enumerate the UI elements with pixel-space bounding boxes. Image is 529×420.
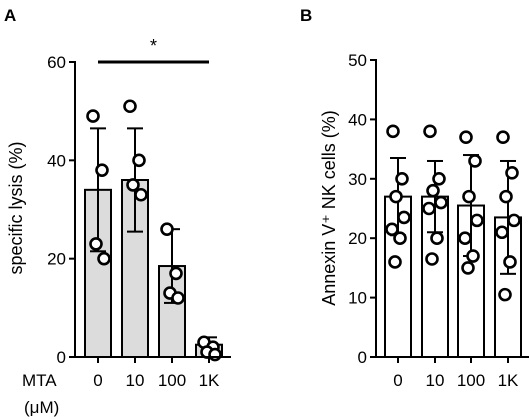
panel-b-letter: B [300, 6, 312, 25]
data-point-a-0 [86, 109, 100, 123]
data-point-b-10 [430, 231, 444, 245]
data-point-a-10 [132, 153, 146, 168]
x-tick-label-b: 100 [457, 371, 485, 390]
data-point-b-100 [462, 189, 476, 204]
data-point-b-0 [385, 222, 399, 237]
panel-a: A 0 20 40 60 0 10 100 1K specific lysis (%) MT… [4, 6, 231, 417]
data-point-a-100 [169, 266, 183, 281]
data-point-b-10 [426, 183, 440, 198]
data-point-b-1K [499, 189, 513, 204]
y-tick-label-b: 10 [348, 289, 367, 308]
y-tick-label-b: 50 [348, 51, 367, 70]
panel-b: B 0 10 20 30 40 50 0 10 100 1K Annexin V⁺ NK cel… [300, 6, 529, 390]
x-tick-label-a: 100 [158, 371, 186, 390]
data-point-a-10 [123, 99, 137, 114]
data-point-a-100 [171, 291, 185, 305]
data-point-b-1K [503, 255, 517, 269]
data-point-b-0 [389, 189, 403, 204]
data-point-b-1K [507, 213, 521, 228]
y-tick-label-a: 40 [47, 151, 66, 170]
data-point-a-10 [126, 178, 140, 192]
data-point-b-10 [434, 195, 448, 210]
data-point-b-1K [505, 166, 519, 180]
significance-label: * [150, 36, 157, 56]
data-point-b-0 [397, 210, 411, 225]
data-point-b-10 [432, 172, 446, 186]
y-tick-label-a: 20 [47, 250, 66, 269]
data-point-a-1K [208, 347, 222, 362]
data-point-a-0 [89, 237, 103, 251]
data-point-a-100 [160, 222, 174, 236]
y-tick-label-a: 60 [47, 53, 66, 72]
y-tick-label-b: 40 [348, 110, 367, 129]
data-point-b-10 [422, 201, 436, 216]
data-point-a-10 [134, 187, 148, 202]
data-point-b-10 [423, 124, 437, 139]
data-point-a-0 [95, 163, 109, 177]
panel-b-y-axis-title: Annexin V⁺ NK cells (%) [319, 110, 339, 306]
data-point-b-1K [498, 287, 512, 302]
x-tick-label-b: 1K [498, 371, 519, 390]
data-point-b-100 [468, 154, 482, 168]
data-point-b-0 [395, 172, 409, 186]
data-point-b-100 [459, 130, 473, 145]
x-tick-label-a: 1K [199, 371, 220, 390]
data-point-b-100 [466, 249, 480, 263]
x-tick-label-b: 0 [393, 371, 402, 390]
x-axis-prefix-unit: (μM) [24, 398, 59, 417]
error-bar-a-0 [90, 127, 106, 253]
y-tick-label-b: 20 [348, 229, 367, 248]
data-point-a-0 [97, 251, 111, 266]
data-point-b-100 [470, 213, 484, 228]
panel-a-y-axis-title: specific lysis (%) [6, 141, 26, 274]
x-tick-label-a: 0 [93, 371, 102, 390]
data-point-b-100 [458, 231, 472, 245]
data-point-b-0 [393, 231, 407, 245]
x-tick-label-b: 10 [426, 371, 445, 390]
data-point-b-1K [496, 130, 510, 145]
x-axis-prefix-mta: MTA [22, 371, 57, 390]
y-tick-label-b: 0 [358, 348, 367, 367]
data-point-b-100 [461, 261, 475, 275]
panel-a-letter: A [4, 6, 16, 25]
y-tick-label-a: 0 [57, 348, 66, 367]
data-point-b-1K [495, 225, 509, 240]
data-point-b-10 [425, 252, 439, 266]
y-tick-label-b: 30 [348, 170, 367, 189]
data-point-b-0 [388, 255, 402, 269]
x-tick-label-a: 10 [126, 371, 145, 390]
data-point-b-0 [386, 124, 400, 139]
